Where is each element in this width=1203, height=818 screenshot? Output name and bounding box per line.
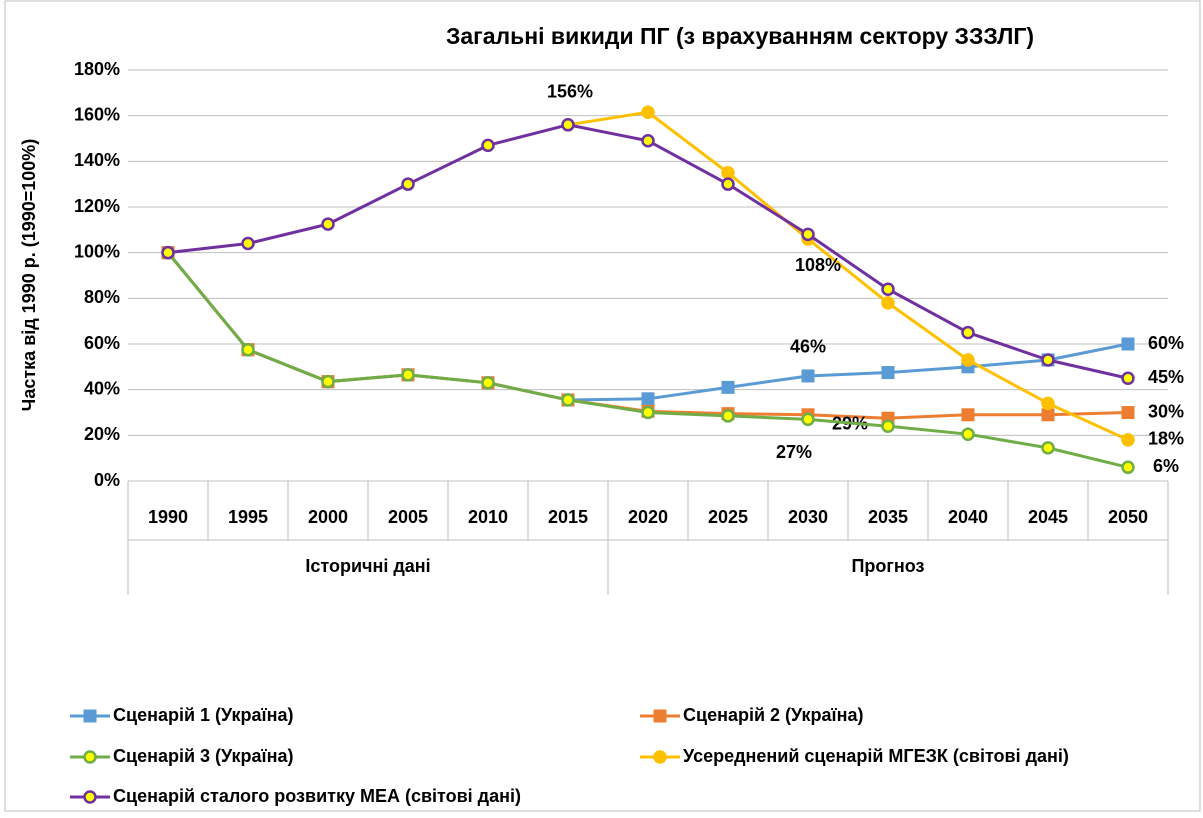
x-tick-label: 1990	[148, 507, 188, 527]
x-tick-label: 2010	[468, 507, 508, 527]
x-tick-label: 2045	[1028, 507, 1068, 527]
data-point	[961, 427, 975, 441]
data-point	[401, 177, 415, 191]
y-tick-label: 180%	[74, 59, 120, 79]
y-tick-label: 0%	[94, 470, 120, 490]
data-point	[241, 236, 255, 251]
x-tick-label: 2030	[788, 507, 828, 527]
data-point	[961, 353, 975, 367]
data-label: 46%	[790, 337, 826, 357]
legend-marker	[83, 790, 97, 804]
data-label: 18%	[1148, 429, 1184, 449]
data-point	[481, 376, 495, 390]
x-tick-label: 2020	[628, 507, 668, 527]
data-point	[1121, 406, 1135, 419]
legend-marker	[83, 750, 97, 764]
x-tick-label: 1995	[228, 507, 268, 527]
data-point	[1121, 433, 1135, 447]
data-point	[881, 366, 895, 380]
data-point	[1041, 408, 1055, 422]
legend-label: Усереднений сценарій МГЕЗК (світові дані…	[683, 746, 1069, 766]
data-point	[641, 405, 655, 420]
y-tick-label: 40%	[84, 378, 120, 398]
series-line	[567, 110, 1129, 442]
data-label: 108%	[795, 255, 841, 275]
data-point	[561, 393, 575, 407]
legend-marker	[83, 709, 97, 723]
x-tick-label: 2025	[708, 507, 748, 527]
chart-title: Загальні викиди ПГ (з врахуванням сектор…	[446, 23, 1034, 49]
data-point	[961, 325, 975, 340]
data-point	[481, 138, 495, 153]
data-point	[641, 105, 655, 119]
y-tick-label: 60%	[84, 333, 120, 353]
data-point	[321, 374, 335, 389]
legend-marker	[653, 750, 667, 764]
y-tick-label: 120%	[74, 196, 120, 216]
data-point	[721, 177, 735, 191]
legend-marker	[653, 709, 667, 723]
x-tick-label: 2015	[548, 507, 588, 527]
legend-label: Сценарій сталого розвитку МЕА (світові д…	[113, 786, 521, 806]
data-point	[801, 412, 815, 427]
data-point	[801, 227, 815, 242]
data-point	[641, 392, 655, 406]
y-tick-label: 140%	[74, 150, 120, 170]
data-point	[401, 368, 415, 382]
data-point	[561, 118, 575, 132]
data-point	[1041, 353, 1055, 367]
x-tick-label: 2035	[868, 507, 908, 527]
data-point	[961, 408, 975, 422]
data-point	[881, 296, 895, 310]
data-point	[721, 380, 735, 394]
data-point	[801, 369, 815, 383]
y-tick-label: 160%	[74, 104, 120, 124]
legend-label: Сценарій 3 (Україна)	[113, 746, 294, 766]
data-point	[881, 282, 895, 296]
data-label: 156%	[547, 82, 593, 102]
y-tick-label: 20%	[84, 424, 120, 444]
y-axis-title: Частка від 1990 р. (1990=100%)	[19, 139, 39, 412]
y-tick-label: 100%	[74, 241, 120, 261]
data-point	[721, 166, 735, 180]
x-tick-label: 2005	[388, 507, 428, 527]
data-label: 27%	[776, 442, 812, 462]
data-point	[1041, 441, 1055, 455]
x-group-label: Прогноз	[851, 556, 924, 576]
data-point	[881, 419, 895, 433]
data-point	[1121, 460, 1135, 475]
legend-label: Сценарій 1 (Україна)	[113, 705, 294, 725]
data-point	[241, 342, 255, 357]
data-point	[1041, 396, 1055, 411]
data-label: 45%	[1148, 367, 1184, 387]
data-point	[721, 409, 735, 423]
data-point	[1121, 337, 1135, 351]
y-tick-label: 80%	[84, 287, 120, 307]
x-tick-label: 2040	[948, 507, 988, 527]
legend-label: Сценарій 2 (Україна)	[683, 705, 864, 725]
x-group-label: Історичні дані	[305, 556, 430, 576]
data-point	[641, 134, 655, 148]
x-tick-label: 2000	[308, 507, 348, 527]
data-point	[161, 245, 175, 260]
data-label: 6%	[1153, 456, 1179, 476]
data-label: 60%	[1148, 333, 1184, 353]
data-point	[321, 217, 335, 231]
data-label: 30%	[1148, 401, 1184, 421]
data-point	[1121, 371, 1135, 385]
x-tick-label: 2050	[1108, 507, 1148, 527]
